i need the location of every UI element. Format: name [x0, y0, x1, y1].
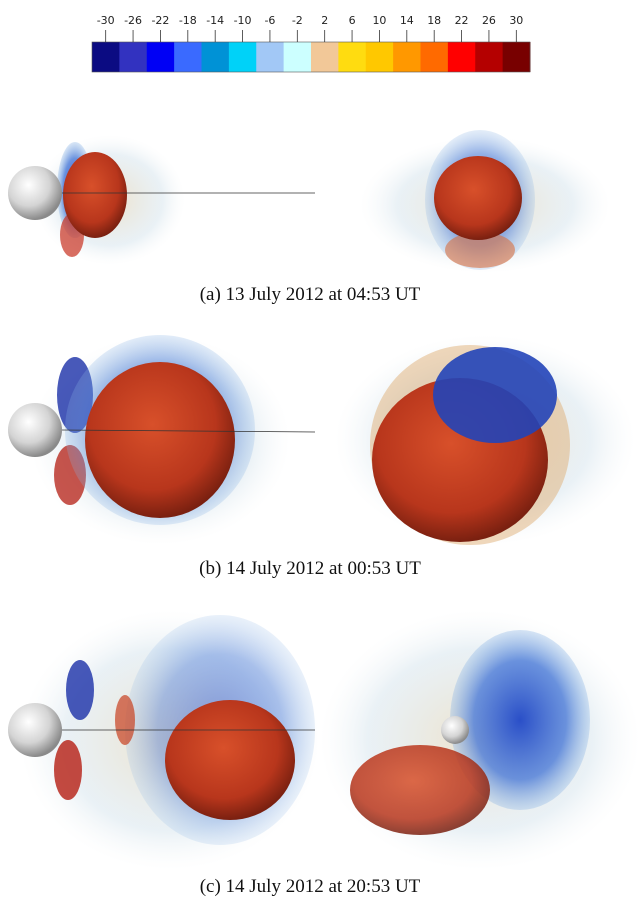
- panel-c-right: [320, 610, 640, 870]
- tick-label: 14: [400, 14, 414, 27]
- tick-label: -18: [179, 14, 197, 27]
- panel-b-left: [8, 335, 316, 545]
- color-swatch: [256, 42, 285, 72]
- tick-label: 6: [349, 14, 356, 27]
- color-swatch: [393, 42, 421, 72]
- panel-a-right: [360, 130, 610, 273]
- color-swatch: [228, 42, 257, 72]
- color-swatch: [283, 42, 312, 72]
- tick-label: -2: [292, 14, 303, 27]
- color-swatch: [119, 42, 148, 72]
- colorbar-frame: [91, 41, 531, 73]
- panel-b-right: [335, 335, 635, 545]
- tick-label: -10: [234, 14, 252, 27]
- color-swatch: [338, 42, 367, 72]
- captions: (a) 13 July 2012 at 04:53 UT (b) 14 July …: [199, 284, 421, 897]
- color-swatch: [311, 42, 339, 72]
- color-swatch: [92, 42, 120, 72]
- color-swatch: [174, 42, 202, 72]
- color-swatch: [447, 42, 476, 72]
- tick-label: -14: [206, 14, 224, 27]
- tick-label: 10: [372, 14, 386, 27]
- panel-c-left: [8, 610, 320, 870]
- panel-a-left: [8, 135, 315, 265]
- tick-label: 30: [509, 14, 523, 27]
- tick-label: 22: [455, 14, 469, 27]
- tick-label: -26: [124, 14, 142, 27]
- color-swatch: [420, 42, 449, 72]
- tick-label: -30: [97, 14, 115, 27]
- color-swatch: [475, 42, 504, 72]
- colorbar: -30 -26 -22 -18 -14 -10 -6 -2 2 6 10 14 18 22 26 30: [91, 14, 531, 73]
- color-swatch: [502, 42, 531, 72]
- color-swatch: [201, 42, 230, 72]
- tick-label: -6: [264, 14, 275, 27]
- color-swatch: [146, 42, 175, 72]
- tick-label: -22: [151, 14, 169, 27]
- tick-label: 18: [427, 14, 441, 27]
- tick-label: 26: [482, 14, 496, 27]
- color-swatch: [365, 42, 394, 72]
- caption: (a) 13 July 2012 at 04:53 UT: [200, 284, 421, 305]
- caption: (c) 14 July 2012 at 20:53 UT: [200, 876, 421, 897]
- caption: (b) 14 July 2012 at 00:53 UT: [199, 558, 421, 579]
- tick-label: 2: [321, 14, 328, 27]
